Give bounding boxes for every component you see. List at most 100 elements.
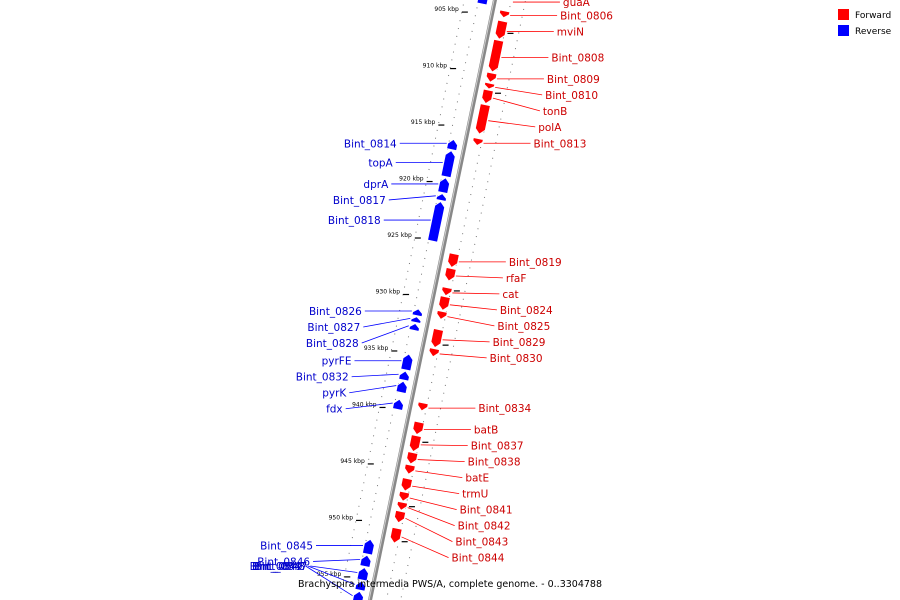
gene-label-polA[interactable]: polA bbox=[538, 122, 562, 134]
gene-label-Bint_0825[interactable]: Bint_0825 bbox=[497, 321, 550, 333]
gene-Bint_0814[interactable] bbox=[446, 138, 458, 152]
label-leader bbox=[449, 304, 497, 311]
gene-Bint_0819[interactable] bbox=[447, 252, 460, 268]
gene-pyrFE[interactable] bbox=[400, 353, 414, 372]
gene-topA[interactable] bbox=[440, 150, 456, 179]
tick-label: 935 kbp bbox=[364, 345, 389, 352]
label-leader bbox=[349, 385, 397, 394]
gene-label-Bint_0848[interactable]: Bint_0848 bbox=[252, 561, 305, 573]
gene-label-dprA[interactable]: dprA bbox=[363, 179, 389, 191]
gene-label-batE[interactable]: batE bbox=[465, 473, 489, 485]
gene-label-Bint_0813[interactable]: Bint_0813 bbox=[534, 138, 587, 150]
gene-Bint_0813[interactable] bbox=[472, 137, 484, 146]
gene-label-Bint_0837[interactable]: Bint_0837 bbox=[471, 441, 524, 453]
gene-Bint_0845[interactable] bbox=[361, 538, 375, 556]
gene-label-trmU[interactable]: trmU bbox=[462, 489, 488, 501]
gene-rfaF[interactable] bbox=[444, 267, 457, 282]
gene-Bint_0846[interactable] bbox=[359, 554, 372, 568]
gene-label-Bint_0832[interactable]: Bint_0832 bbox=[296, 372, 349, 384]
gene-label-Bint_0826[interactable]: Bint_0826 bbox=[309, 306, 362, 318]
gene-label-Bint_0829[interactable]: Bint_0829 bbox=[493, 337, 546, 349]
gene-Bint_0809[interactable] bbox=[485, 71, 498, 83]
gene-Bint_0842[interactable] bbox=[396, 500, 408, 511]
gene-label-mviN[interactable]: mviN bbox=[557, 27, 584, 39]
gene-Bint_0844[interactable] bbox=[389, 526, 403, 544]
gene-Bint_0830[interactable] bbox=[428, 347, 440, 358]
label-leader bbox=[447, 316, 495, 327]
gene-label-Bint_0849[interactable]: Bint_0849 bbox=[250, 561, 303, 573]
gene-Bint_0818[interactable] bbox=[427, 200, 446, 243]
gene-label-tonB[interactable]: tonB bbox=[543, 106, 567, 118]
gene-Bint_0849[interactable] bbox=[352, 590, 364, 600]
gene-Bint_0827[interactable] bbox=[410, 316, 422, 324]
gene-label-Bint_0844[interactable]: Bint_0844 bbox=[452, 553, 505, 565]
gene-label-guaA[interactable]: guaA bbox=[563, 0, 591, 9]
gene-tonB[interactable] bbox=[481, 88, 494, 105]
gene-label-fdx[interactable]: fdx bbox=[326, 404, 343, 416]
gene-label-Bint_0847[interactable]: Bint_0847 bbox=[255, 561, 308, 573]
gene-label-batB[interactable]: batB bbox=[474, 425, 498, 437]
backbone-line bbox=[367, 0, 498, 600]
label-leader bbox=[363, 317, 411, 328]
gene-cat[interactable] bbox=[441, 286, 453, 297]
gene-label-Bint_0838[interactable]: Bint_0838 bbox=[468, 457, 521, 469]
gene-Bint_0834[interactable] bbox=[417, 401, 429, 412]
gene-Bint_0810[interactable] bbox=[484, 81, 496, 90]
gene-label-Bint_0806[interactable]: Bint_0806 bbox=[560, 11, 613, 23]
gene-polA[interactable] bbox=[474, 103, 491, 135]
gene-Bint_0824[interactable] bbox=[438, 295, 451, 311]
gene-label-Bint_0842[interactable]: Bint_0842 bbox=[458, 521, 511, 533]
genome-caption: Brachyspira intermedia PWS/A, complete g… bbox=[298, 579, 602, 590]
gene-Bint_0828[interactable] bbox=[408, 323, 420, 332]
gene-Bint_0847[interactable] bbox=[356, 566, 369, 582]
gene-label-Bint_0827[interactable]: Bint_0827 bbox=[307, 322, 360, 334]
gene-Bint_0832[interactable] bbox=[398, 370, 410, 382]
gene-label-Bint_0845[interactable]: Bint_0845 bbox=[260, 540, 313, 552]
label-leader bbox=[412, 485, 460, 495]
label-leader bbox=[407, 507, 455, 526]
gene-label-Bint_0824[interactable]: Bint_0824 bbox=[500, 305, 553, 317]
gene-label-Bint_0814[interactable]: Bint_0814 bbox=[344, 138, 397, 150]
gene-label-pyrK[interactable]: pyrK bbox=[322, 388, 347, 400]
backbone-highlight bbox=[368, 0, 495, 600]
gene-batB[interactable] bbox=[412, 420, 425, 436]
gene-label-Bint_0810[interactable]: Bint_0810 bbox=[545, 90, 598, 102]
gene-guaA[interactable] bbox=[476, 0, 489, 6]
gene-Bint_0806[interactable] bbox=[499, 9, 511, 19]
gene-label-Bint_0841[interactable]: Bint_0841 bbox=[460, 505, 513, 517]
label-leader bbox=[351, 373, 399, 378]
gene-label-Bint_0819[interactable]: Bint_0819 bbox=[509, 257, 562, 269]
gene-Bint_0825[interactable] bbox=[436, 309, 448, 320]
legend-label-forward: Forward bbox=[855, 11, 891, 21]
gene-label-rfaF[interactable]: rfaF bbox=[506, 273, 527, 285]
gene-fdx[interactable] bbox=[392, 398, 404, 411]
gene-trmU[interactable] bbox=[400, 477, 413, 492]
gene-Bint_0826[interactable] bbox=[411, 308, 423, 318]
gene-Bint_0838[interactable] bbox=[406, 451, 419, 465]
gene-Bint_0841[interactable] bbox=[398, 490, 411, 502]
gene-label-Bint_0843[interactable]: Bint_0843 bbox=[455, 537, 508, 549]
gene-label-Bint_0830[interactable]: Bint_0830 bbox=[490, 353, 543, 365]
gene-batE[interactable] bbox=[404, 463, 416, 475]
gene-Bint_0837[interactable] bbox=[408, 434, 422, 453]
gene-Bint_0808[interactable] bbox=[487, 38, 505, 73]
gene-dprA[interactable] bbox=[437, 177, 450, 194]
gene-mviN[interactable] bbox=[494, 19, 509, 40]
gene-label-cat[interactable]: cat bbox=[502, 289, 518, 301]
gene-label-Bint_0818[interactable]: Bint_0818 bbox=[328, 215, 381, 227]
gene-label-Bint_0808[interactable]: Bint_0808 bbox=[551, 52, 604, 64]
gene-label-pyrFE[interactable]: pyrFE bbox=[322, 356, 352, 368]
gene-pyrK[interactable] bbox=[395, 380, 408, 394]
gene-Bint_0829[interactable] bbox=[430, 328, 444, 349]
label-leader bbox=[439, 353, 487, 359]
gene-Bint_0848[interactable] bbox=[354, 580, 367, 592]
gene-Bint_0843[interactable] bbox=[394, 509, 407, 524]
gene-label-Bint_0817[interactable]: Bint_0817 bbox=[333, 195, 386, 207]
legend-swatch-reverse bbox=[838, 25, 849, 36]
gene-label-Bint_0828[interactable]: Bint_0828 bbox=[306, 338, 359, 350]
gene-label-topA[interactable]: topA bbox=[368, 157, 393, 169]
gene-Bint_0817[interactable] bbox=[435, 193, 447, 202]
gene-label-Bint_0809[interactable]: Bint_0809 bbox=[547, 74, 600, 86]
gene-label-Bint_0834[interactable]: Bint_0834 bbox=[478, 403, 531, 415]
gene-label-Bint_0846[interactable]: Bint_0846 bbox=[257, 556, 310, 568]
